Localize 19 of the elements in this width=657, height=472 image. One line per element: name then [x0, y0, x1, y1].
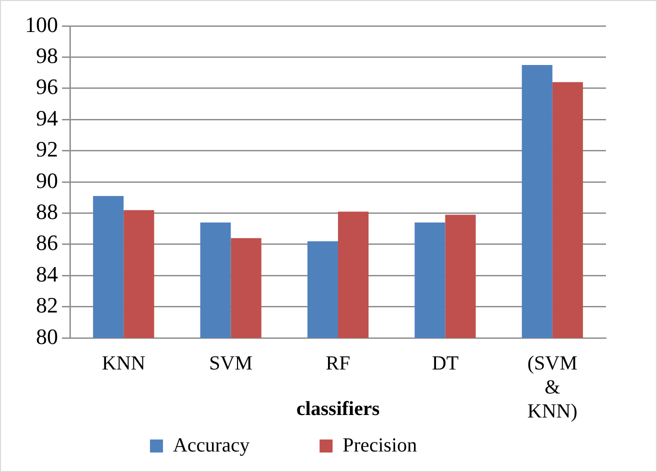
x-axis-title: classifiers: [296, 398, 380, 420]
legend-label: Accuracy: [172, 434, 310, 456]
y-tick-label: 96: [36, 74, 58, 100]
y-tick-label: 100: [25, 12, 58, 37]
y-tick-label: 92: [36, 136, 58, 162]
y-tick-label: 94: [36, 105, 58, 130]
x-tick-label: SVM: [209, 352, 253, 374]
x-tick-label: RF: [326, 352, 350, 374]
x-tick-label: DT: [432, 352, 459, 374]
legend-label: Precision: [342, 434, 478, 456]
y-tick-label: 82: [36, 292, 58, 318]
y-tick-label: 90: [36, 168, 58, 193]
x-tick-label: KNN: [102, 352, 146, 374]
y-tick-label: 88: [36, 198, 58, 224]
y-tick-label: 86: [36, 230, 58, 256]
y-tick-label: 98: [36, 42, 58, 68]
x-tick-label: (SVM & KNN): [527, 352, 578, 422]
y-tick-label: 84: [36, 261, 58, 286]
y-tick-label: 80: [36, 324, 58, 349]
